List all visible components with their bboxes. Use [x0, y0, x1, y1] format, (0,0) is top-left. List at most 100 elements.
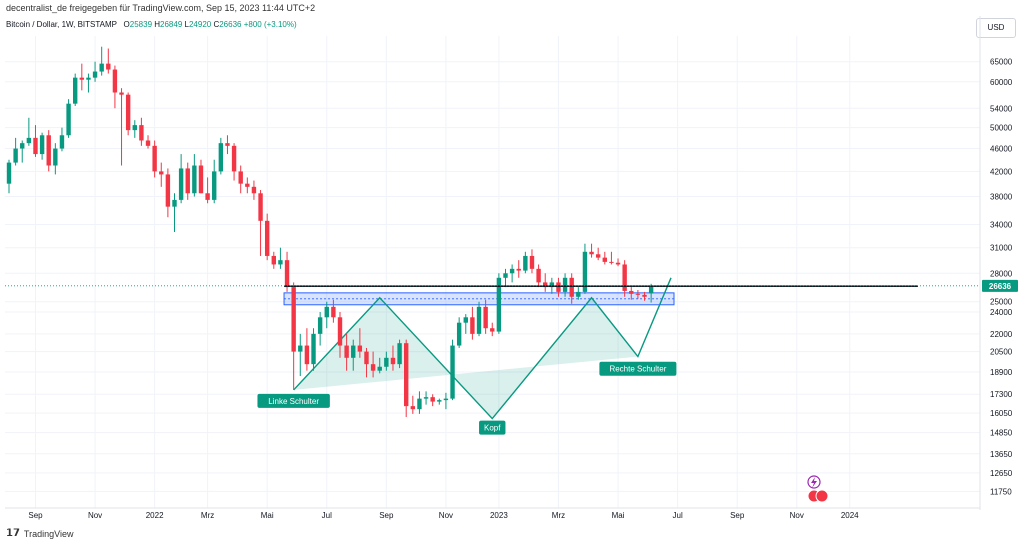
x-tick-label: Mai	[612, 511, 625, 520]
candle-body	[549, 282, 555, 288]
lightning-glyph-icon	[811, 477, 817, 488]
y-tick-label: 34000	[990, 220, 1013, 229]
pattern-labels: Linke Schulter Kopf Rechte Schulter	[257, 361, 677, 435]
pattern-line	[293, 277, 672, 420]
candle-body	[205, 193, 210, 200]
candle-body	[576, 291, 581, 297]
candle-body	[556, 282, 561, 292]
y-tick-label: 31000	[990, 244, 1013, 253]
low-label: L	[184, 20, 189, 29]
y-tick-label: 14850	[990, 429, 1013, 438]
x-tick-label: Nov	[439, 511, 453, 520]
candle-body	[364, 351, 369, 365]
candle-body	[185, 168, 190, 194]
tradingview-logo-icon: 𝟭𝟳	[6, 528, 20, 539]
x-tick-label: Sep	[730, 511, 745, 520]
open-label: O	[123, 20, 130, 29]
candle-body	[218, 143, 224, 172]
candle-body	[92, 71, 98, 78]
candle-body	[390, 357, 396, 365]
candle-body	[443, 398, 449, 401]
candle-body	[595, 254, 601, 258]
y-tick-label: 38000	[990, 193, 1013, 202]
y-tick-label: 22000	[990, 330, 1013, 339]
y-tick-label: 24000	[990, 308, 1013, 317]
candle-body	[370, 364, 376, 371]
candle-body	[278, 260, 283, 265]
candle-body	[46, 135, 51, 166]
candle-body	[245, 183, 250, 187]
pattern-label-box	[599, 361, 677, 376]
candle-body	[536, 268, 541, 283]
candle-body	[159, 171, 164, 175]
x-tick-label: Nov	[790, 511, 804, 520]
candle-body	[79, 77, 85, 80]
candle-body	[496, 277, 502, 332]
x-tick-label: 2022	[146, 511, 164, 520]
candle-body	[503, 273, 508, 278]
candle-body	[357, 345, 363, 352]
candle-body	[609, 261, 614, 263]
close-label: C	[213, 20, 220, 29]
candle-body	[344, 345, 349, 358]
candle-body	[125, 94, 131, 131]
candle-body	[635, 293, 641, 295]
candle-body	[145, 140, 151, 146]
candle-body	[582, 251, 588, 292]
high-value: 26849	[160, 20, 183, 29]
candle-body	[629, 290, 634, 294]
candle-body	[13, 148, 18, 163]
candle-body	[331, 306, 336, 318]
pattern-label: Rechte Schulter	[609, 365, 666, 374]
candle-body	[529, 255, 535, 269]
y-axis: 65000 60000 54000 50000 46000 42000 38000 34000…	[979, 16, 1013, 510]
candle-body	[271, 255, 276, 265]
candle-body	[251, 186, 257, 194]
candle-body	[6, 162, 12, 184]
candle-body	[602, 257, 607, 262]
candle-body	[39, 135, 45, 155]
candle-body	[231, 145, 237, 172]
symbol-name: Bitcoin / Dollar, 1W, BITSTAMP	[6, 20, 117, 29]
candle-body	[642, 294, 647, 297]
candle-body	[284, 260, 290, 288]
y-tick-label: 18900	[990, 368, 1013, 377]
candle-body	[404, 343, 409, 407]
y-tick-label: 17300	[990, 390, 1013, 399]
currency-button[interactable]: USD	[976, 18, 1016, 38]
publisher-line: decentralist_de freigegeben für TradingV…	[6, 3, 316, 13]
candle-body	[172, 199, 177, 207]
x-tick-label: Nov	[88, 511, 102, 520]
y-tick-label: 11750	[990, 487, 1012, 496]
us-flag-event-icon	[815, 489, 829, 503]
x-tick-label: Sep	[28, 511, 43, 520]
candle-body	[397, 343, 402, 365]
candle-body	[178, 168, 184, 200]
y-tick-label: 16050	[990, 409, 1013, 418]
candle-body	[264, 220, 270, 256]
head-shoulders-pattern	[293, 277, 672, 420]
candle-body	[106, 63, 111, 70]
candle-body	[589, 251, 594, 255]
y-tick-label: 50000	[990, 124, 1013, 133]
candle-body	[225, 143, 230, 146]
candle-body	[139, 125, 144, 141]
y-tick-label: 60000	[990, 78, 1013, 87]
candle-body	[26, 137, 32, 144]
candle-body	[509, 268, 515, 274]
x-axis: Sep Nov 2022 Mrz Mai Jul Sep Nov 2023 Mrz Mai Jul Se…	[5, 507, 980, 520]
candle-body	[476, 306, 482, 334]
candle-body	[569, 277, 574, 297]
candle-body	[192, 165, 197, 194]
candle-body	[437, 400, 442, 402]
candle-body	[258, 193, 263, 221]
x-tick-label: 2024	[841, 511, 859, 520]
high-label: H	[154, 20, 161, 29]
x-tick-label: Mrz	[201, 511, 214, 520]
candle-body	[165, 174, 171, 207]
chart-markers	[807, 475, 829, 503]
candle-body	[298, 345, 303, 352]
candle-body	[377, 366, 382, 371]
open-value: 25839	[129, 20, 153, 29]
